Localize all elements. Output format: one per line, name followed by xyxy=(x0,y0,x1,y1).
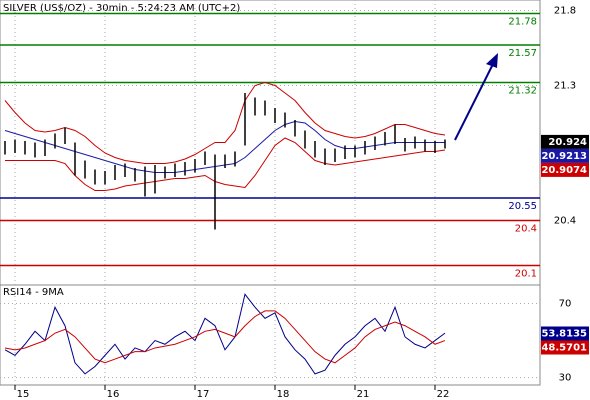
last-value-box xyxy=(541,162,589,177)
level-label: 21.57 xyxy=(508,48,537,59)
level-label: 20.4 xyxy=(515,224,537,235)
y-tick-label: 70 xyxy=(559,299,572,310)
y-tick-label: 30 xyxy=(559,373,572,384)
x-tick-label: 21 xyxy=(357,389,370,400)
rsi-line xyxy=(4,293,446,375)
arrow-head xyxy=(486,53,498,68)
y-tick-label: 21.8 xyxy=(554,6,576,17)
lower-band xyxy=(5,137,446,191)
last-value-box xyxy=(541,148,589,163)
chart-title: SILVER (US$/OZ) - 30min - 5:24:23 AM (UT… xyxy=(3,3,240,14)
x-tick-label: 22 xyxy=(437,389,450,400)
last-value-box xyxy=(541,134,589,149)
level-label: 20.1 xyxy=(515,269,537,280)
x-tick-label: 17 xyxy=(197,389,210,400)
last-value-label: 20.9074 xyxy=(541,165,587,176)
forecast-arrow xyxy=(454,63,494,141)
plot-frame xyxy=(0,0,541,386)
last-value-label: 20.924 xyxy=(548,137,587,148)
upper-band xyxy=(4,81,446,164)
x-tick-label: 15 xyxy=(17,389,30,400)
rsi-title: RSI14 - 9MA xyxy=(3,287,64,298)
last-value-label: 53.8135 xyxy=(541,328,587,339)
last-value-box xyxy=(541,340,589,355)
x-tick-label: 16 xyxy=(107,389,120,400)
y-tick-label: 21.3 xyxy=(554,81,576,92)
last-value-box xyxy=(541,326,589,341)
last-value-label: 48.5701 xyxy=(541,342,587,353)
level-label: 21.78 xyxy=(508,17,537,28)
last-value-label: 20.9213 xyxy=(541,151,587,162)
y-tick-label: 20.4 xyxy=(554,216,576,227)
level-label: 20.55 xyxy=(508,201,537,212)
level-label: 21.32 xyxy=(508,86,537,97)
x-tick-label: 18 xyxy=(277,389,290,400)
rsi-line xyxy=(4,310,446,364)
